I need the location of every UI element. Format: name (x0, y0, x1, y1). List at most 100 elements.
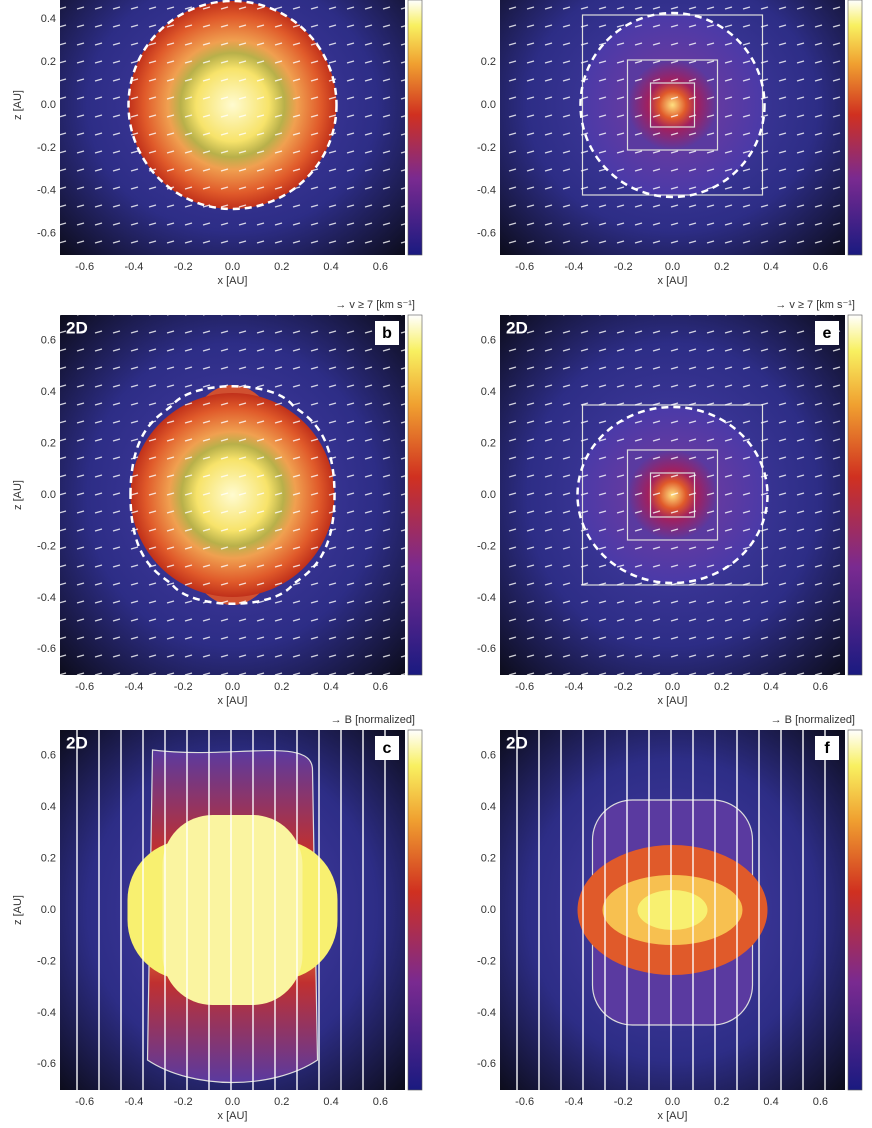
x-tick-label: 0.2 (714, 1096, 729, 1108)
y-tick-label: 0.0 (41, 489, 56, 501)
x-tick-label: -0.4 (564, 681, 583, 693)
x-tick-label: -0.4 (124, 1096, 143, 1108)
field-legend: → v ≥ 7 [km s⁻¹] (775, 299, 855, 311)
x-tick-label: 0.4 (323, 261, 338, 273)
x-axis-label: x [AU] (658, 695, 688, 707)
vector-field (500, 315, 845, 675)
x-axis-label: x [AU] (218, 695, 248, 707)
vector-field (60, 315, 405, 675)
colorbar (407, 0, 423, 256)
x-tick-label: -0.6 (515, 681, 534, 693)
plot-area (60, 0, 405, 255)
x-tick-label: 0.0 (665, 261, 680, 273)
x-tick-label: 0.0 (225, 1096, 240, 1108)
y-tick-label: -0.2 (37, 955, 56, 967)
panel: -0.6 -0.4 -0.2 0.0 0.2 0.4 0.6 0.6 0.4 0.2 0.0 -0.2… (12, 299, 423, 707)
x-tick-label: 0.0 (225, 261, 240, 273)
field-legend: → v ≥ 7 [km s⁻¹] (335, 299, 415, 311)
y-tick-label: -0.6 (477, 643, 496, 655)
x-tick-label: -0.4 (124, 681, 143, 693)
y-tick-label: 0.4 (481, 386, 496, 398)
x-tick-label: -0.6 (75, 261, 94, 273)
x-tick-label: 0.6 (813, 261, 828, 273)
y-tick-label: 0.2 (481, 437, 496, 449)
y-tick-label: -0.4 (477, 185, 496, 197)
colorbar (847, 0, 863, 256)
y-tick-label: 0.2 (41, 437, 56, 449)
tag-box (375, 736, 399, 760)
y-axis-label: z [AU] (12, 480, 24, 510)
x-tick-label: -0.2 (614, 681, 633, 693)
y-tick-label: 0.2 (481, 56, 496, 68)
x-axis-label: x [AU] (218, 275, 248, 287)
y-tick-label: -0.2 (477, 142, 496, 154)
panel-label: 2D (506, 318, 528, 337)
y-tick-label: 0.2 (41, 56, 56, 68)
x-tick-label: 0.6 (813, 1096, 828, 1108)
y-tick-label: 0.0 (41, 99, 56, 111)
y-tick-label: -0.2 (477, 955, 496, 967)
panel-tag: c (383, 740, 392, 757)
y-tick-label: 0.6 (41, 335, 56, 347)
colorbar (847, 314, 863, 676)
x-tick-label: -0.2 (614, 1096, 633, 1108)
x-tick-label: 0.0 (665, 1096, 680, 1108)
panel: -0.6 -0.4 -0.2 0.0 0.2 0.4 0.6 0.6 0.4 0.2 0.0 -0.2… (477, 299, 863, 707)
y-axis-label: z [AU] (12, 90, 24, 120)
y-tick-label: -0.2 (37, 540, 56, 552)
y-axis-label: z [AU] (12, 895, 24, 925)
x-tick-label: -0.4 (564, 1096, 583, 1108)
x-tick-label: -0.2 (174, 681, 193, 693)
colorbar (407, 314, 423, 676)
x-tick-label: -0.4 (124, 261, 143, 273)
panel: -0.6 -0.4 -0.2 0.0 0.2 0.4 0.6 0.6 0.4 0.2 0.0 -0.2… (12, 714, 423, 1122)
y-tick-label: -0.6 (477, 227, 496, 239)
panel-label: 2D (506, 733, 528, 752)
x-tick-label: 0.6 (373, 261, 388, 273)
y-tick-label: 0.6 (481, 335, 496, 347)
y-tick-label: 0.0 (41, 904, 56, 916)
x-tick-label: 0.6 (813, 681, 828, 693)
y-tick-label: -0.2 (477, 540, 496, 552)
y-tick-label: -0.6 (477, 1058, 496, 1070)
x-axis-label: x [AU] (218, 1110, 248, 1122)
x-tick-label: -0.2 (174, 261, 193, 273)
x-tick-label: 0.2 (714, 681, 729, 693)
x-tick-label: 0.0 (665, 681, 680, 693)
y-tick-label: 0.6 (41, 750, 56, 762)
field-legend: → B [normalized] (331, 714, 415, 726)
plot-area (60, 315, 405, 675)
y-tick-label: -0.6 (37, 227, 56, 239)
x-tick-label: -0.2 (174, 1096, 193, 1108)
tag-box (375, 321, 399, 345)
x-tick-label: -0.6 (515, 261, 534, 273)
y-tick-label: -0.4 (477, 1007, 496, 1019)
x-tick-label: 0.4 (323, 681, 338, 693)
y-tick-label: -0.4 (477, 592, 496, 604)
y-tick-label: -0.6 (37, 643, 56, 655)
plot-area (500, 0, 845, 255)
x-tick-label: 0.4 (323, 1096, 338, 1108)
vector-field (500, 730, 845, 1090)
x-tick-label: 0.4 (763, 681, 778, 693)
panel-label: 2D (66, 318, 88, 337)
y-tick-label: 0.0 (481, 99, 496, 111)
x-tick-label: -0.6 (515, 1096, 534, 1108)
y-tick-label: 0.2 (481, 852, 496, 864)
colorbar (847, 729, 863, 1091)
y-tick-label: 0.4 (41, 801, 56, 813)
vector-field (60, 0, 405, 255)
panel: -0.6 -0.4 -0.2 0.0 0.2 0.4 0.6 0.4 0.2 0.0 -0.2 -0.… (12, 0, 423, 287)
vector-field (60, 730, 405, 1090)
vector-field (500, 0, 845, 255)
y-tick-label: 0.6 (481, 750, 496, 762)
x-tick-label: -0.2 (614, 261, 633, 273)
tag-box (815, 321, 839, 345)
x-tick-label: 0.4 (763, 1096, 778, 1108)
y-tick-label: 0.4 (41, 386, 56, 398)
plot-area (60, 730, 405, 1090)
x-tick-label: 0.2 (274, 681, 289, 693)
panel: -0.6 -0.4 -0.2 0.0 0.2 0.4 0.6 0.6 0.4 0.2 0.0 -0.2… (477, 714, 863, 1122)
